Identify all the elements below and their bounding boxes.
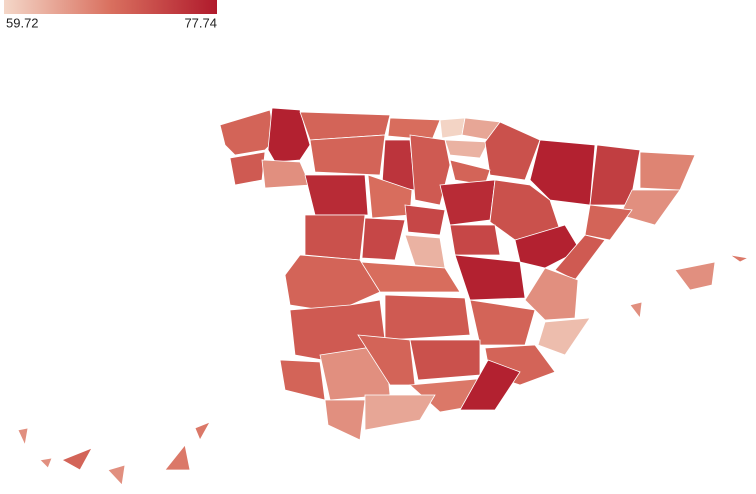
region[interactable] (529, 139, 596, 206)
region[interactable] (584, 204, 633, 241)
region[interactable] (454, 254, 526, 301)
region[interactable] (404, 234, 446, 269)
region[interactable] (17, 427, 29, 447)
region[interactable] (61, 447, 93, 471)
region[interactable] (364, 394, 436, 431)
region[interactable] (514, 224, 581, 269)
region[interactable] (384, 294, 471, 341)
region[interactable] (229, 151, 266, 186)
region[interactable] (279, 359, 326, 401)
region[interactable] (674, 261, 716, 291)
region[interactable] (361, 217, 406, 261)
region[interactable] (469, 299, 536, 346)
region[interactable] (444, 139, 489, 159)
region[interactable] (261, 159, 311, 189)
region[interactable] (107, 464, 126, 486)
region[interactable] (409, 339, 481, 381)
region[interactable] (537, 317, 591, 356)
region[interactable] (619, 189, 681, 226)
region[interactable] (324, 399, 366, 441)
region[interactable] (629, 301, 643, 320)
region[interactable] (304, 214, 366, 261)
legend-gradient (4, 0, 217, 14)
region[interactable] (304, 174, 369, 216)
region[interactable] (639, 151, 696, 191)
region[interactable] (404, 204, 446, 236)
region[interactable] (194, 421, 211, 441)
legend-max: 77.74 (184, 15, 217, 30)
region[interactable] (484, 121, 541, 181)
region[interactable] (219, 109, 276, 156)
region[interactable] (39, 457, 53, 469)
region[interactable] (439, 117, 466, 139)
region[interactable] (267, 107, 311, 163)
region[interactable] (309, 134, 386, 176)
legend-min: 59.72 (6, 15, 39, 30)
region[interactable] (729, 254, 750, 263)
region[interactable] (164, 444, 191, 471)
region[interactable] (449, 224, 501, 256)
region[interactable] (459, 359, 521, 411)
region[interactable] (524, 267, 579, 321)
region[interactable] (439, 179, 496, 226)
